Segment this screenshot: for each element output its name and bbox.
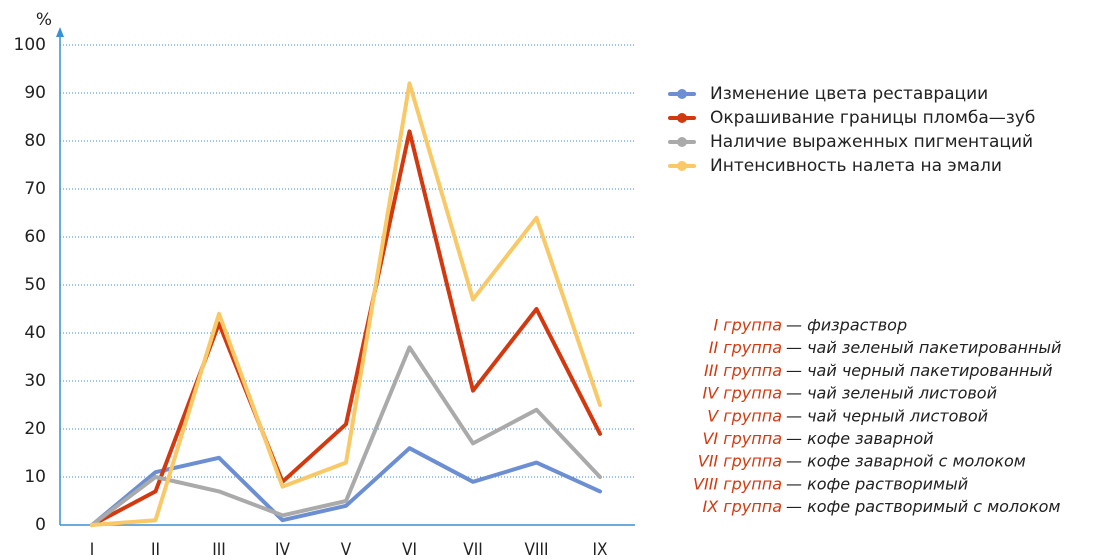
- x-tick-label: III: [212, 540, 226, 560]
- y-tick-label: 30: [24, 371, 46, 391]
- y-tick-label: 10: [24, 467, 46, 487]
- x-tick-label: II: [151, 540, 160, 560]
- note-desc: — чай зеленый пакетированный: [786, 338, 1061, 357]
- note-group: I группа: [713, 316, 782, 335]
- legend-label: Окрашивание границы пломба—зуб: [710, 108, 1035, 128]
- legend-dot: [677, 137, 687, 147]
- note-desc: — чай зеленый листовой: [786, 384, 997, 403]
- x-tick-label: IV: [275, 540, 291, 560]
- note-desc: — кофе заварной с молоком: [786, 452, 1026, 471]
- x-tick-label: IX: [593, 540, 608, 560]
- legend-dot: [677, 161, 687, 171]
- x-tick-label: VII: [463, 540, 482, 560]
- legend-label: Наличие выраженных пигментаций: [710, 132, 1033, 152]
- note-group: VII группа: [698, 452, 782, 471]
- y-tick-label: 40: [24, 323, 46, 343]
- note-group: IX группа: [702, 497, 782, 516]
- note-desc: — физраствор: [786, 316, 907, 335]
- note-group: VI группа: [702, 429, 782, 448]
- note-desc: — чай черный пакетированный: [786, 361, 1052, 380]
- series-line: [90, 129, 602, 527]
- note-desc: — кофе заварной: [786, 429, 934, 448]
- series-line: [90, 345, 602, 527]
- x-tick-label: VI: [402, 540, 417, 560]
- legend-dot: [677, 89, 687, 99]
- series-line: [90, 81, 602, 527]
- series-line: [90, 446, 602, 527]
- y-tick-label: 90: [24, 83, 46, 103]
- x-tick-label: I: [90, 540, 95, 560]
- note-desc: — кофе растворимый с молоком: [786, 497, 1060, 516]
- note-group: V группа: [707, 406, 782, 425]
- y-tick-label: 20: [24, 419, 46, 439]
- y-tick-label: 0: [35, 515, 46, 535]
- y-tick-label: 70: [24, 179, 46, 199]
- x-tick-label: VIII: [525, 540, 549, 560]
- legend-dot: [677, 113, 687, 123]
- note-group: III группа: [704, 361, 782, 380]
- note-group: II группа: [709, 338, 782, 357]
- legend-label: Изменение цвета реставрации: [710, 84, 988, 104]
- note-group: VIII группа: [693, 474, 782, 493]
- y-axis-arrow: [56, 27, 64, 37]
- y-axis-label: %: [36, 10, 52, 30]
- y-tick-label: 80: [24, 131, 46, 151]
- y-tick-label: 50: [24, 275, 46, 295]
- x-tick-label: V: [341, 540, 352, 560]
- y-tick-label: 100: [14, 35, 46, 55]
- y-tick-label: 60: [24, 227, 46, 247]
- note-desc: — чай черный листовой: [786, 406, 988, 425]
- legend-label: Интенсивность налета на эмали: [710, 156, 1002, 176]
- note-desc: — кофе растворимый: [786, 474, 968, 493]
- note-group: IV группа: [702, 384, 782, 403]
